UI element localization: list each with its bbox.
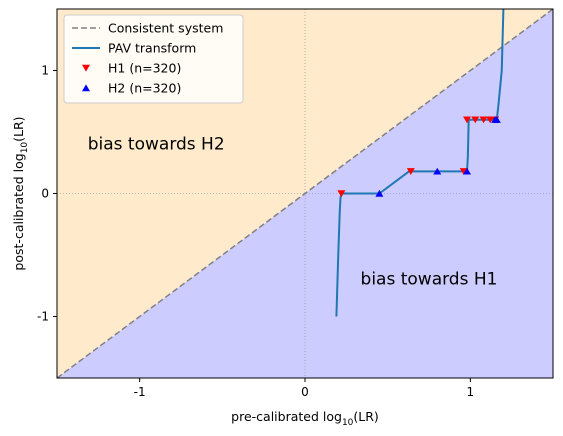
h1-point-3 [463, 116, 472, 124]
legend-handle-3 [82, 84, 90, 92]
y-tick-label-2: 1 [41, 64, 49, 78]
h2-point-1 [433, 167, 442, 175]
plot-marks [57, 9, 553, 378]
consistent-system-line [57, 9, 553, 378]
h1-point-2 [459, 168, 468, 175]
h2-point-4 [492, 116, 501, 123]
legend-box [63, 14, 244, 104]
x-tick-label-0: -1 [134, 385, 146, 399]
x-axis-label: pre-calibrated log10(LR) [231, 409, 379, 428]
legend: Consistent system PAV transform H1 (n=320)… [63, 14, 244, 104]
legend-label-2: H1 (n=320) [108, 61, 181, 76]
x-axis-label-sub: 10 [342, 418, 354, 428]
x-axis-label-suffix: (LR) [353, 409, 378, 424]
axes: -1 0 1 -1 0 1 [37, 64, 474, 400]
legend-label-0: Consistent system [108, 21, 223, 36]
h1-point-5 [479, 116, 488, 124]
y-tick-label-1: 0 [41, 187, 49, 201]
h1-point-4 [471, 116, 480, 124]
y-axis-label: post-calibrated log10(LR) [11, 116, 30, 270]
h2-point-0 [375, 189, 384, 197]
legend-handle-2 [82, 64, 90, 72]
legend-label-1: PAV transform [108, 41, 196, 56]
y-axis-label-suffix: (LR) [11, 116, 26, 141]
legend-label-3: H2 (n=320) [108, 81, 181, 96]
h1-point-1 [406, 168, 415, 175]
x-tick-label-2: 1 [467, 385, 475, 399]
h2-point-2 [463, 167, 472, 175]
region-label-bias-h2: bias towards H2 [88, 134, 225, 154]
y-axis-label-sub: 10 [20, 142, 30, 154]
x-tick-label-1: 0 [301, 385, 309, 399]
y-tick-label-0: -1 [37, 310, 49, 324]
h1-point-0 [337, 190, 346, 198]
region-label-bias-h1: bias towards H1 [361, 270, 498, 290]
